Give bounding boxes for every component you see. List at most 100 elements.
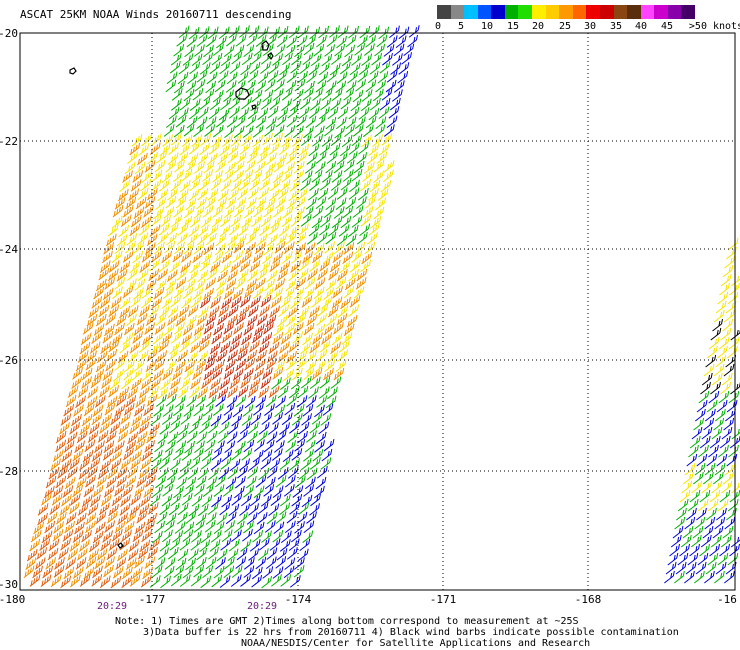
wind-barb	[255, 196, 267, 210]
wind-barb	[167, 349, 178, 362]
wind-barb	[180, 260, 192, 273]
wind-barb	[275, 475, 287, 488]
wind-barb	[700, 381, 711, 395]
wind-barb	[196, 196, 207, 210]
wind-barb	[342, 251, 354, 265]
wind-barb	[153, 206, 165, 220]
wind-barb	[151, 169, 163, 182]
wind-barb	[716, 453, 728, 467]
wind-barb	[318, 386, 330, 399]
wind-barb	[121, 575, 133, 589]
wind-barb	[261, 412, 273, 425]
wind-barb	[146, 430, 157, 444]
wind-barb	[153, 286, 165, 300]
wind-barb	[713, 417, 725, 431]
wind-barb	[33, 521, 45, 535]
wind-barb	[177, 385, 189, 399]
wind-barb	[679, 543, 690, 557]
wind-barb	[340, 215, 352, 229]
wind-barb	[260, 294, 272, 308]
wind-barb	[253, 485, 265, 499]
wind-barb	[216, 512, 228, 526]
chart-title: ASCAT 25KM NOAA Winds 20160711 descendin…	[20, 8, 292, 21]
wind-barb	[259, 178, 271, 191]
wind-barb	[216, 349, 228, 363]
wind-barb	[209, 539, 221, 552]
scale-label: >50 knots	[688, 21, 740, 32]
wind-barb	[140, 215, 152, 228]
wind-barb	[265, 314, 277, 328]
wind-barb	[91, 412, 103, 426]
wind-barb	[372, 134, 383, 147]
wind-barb	[262, 251, 273, 265]
wind-barb	[149, 142, 161, 155]
wind-barb	[92, 530, 104, 544]
wind-barb	[359, 223, 371, 237]
wind-barb	[291, 413, 303, 426]
wind-barb	[304, 242, 316, 255]
wind-barb	[205, 232, 217, 246]
wind-barb	[298, 467, 310, 480]
wind-barb	[73, 404, 84, 417]
wind-barb	[226, 269, 238, 283]
wind-barb	[276, 34, 288, 48]
wind-barb	[276, 152, 288, 166]
wind-barb	[323, 287, 334, 300]
wind-barb	[165, 160, 177, 173]
wind-barb	[158, 223, 170, 236]
wind-barb	[215, 160, 226, 173]
wind-barb	[144, 160, 156, 173]
wind-barb	[102, 530, 113, 543]
wind-barb	[75, 358, 87, 372]
wind-barb	[164, 476, 176, 489]
wind-barb	[721, 480, 733, 494]
wind-barb	[163, 323, 175, 336]
wind-barb	[72, 530, 84, 543]
wind-barb	[211, 215, 223, 228]
wind-barb	[290, 60, 302, 74]
wind-barb	[272, 133, 284, 146]
wind-barb	[281, 98, 292, 111]
wind-barb	[228, 538, 240, 552]
wind-barb	[705, 408, 716, 422]
wind-barb	[165, 79, 177, 93]
wind-barb	[290, 214, 302, 227]
wind-barb	[229, 458, 241, 472]
wind-barb	[289, 421, 300, 434]
wind-barb	[123, 520, 135, 534]
wind-barb	[302, 88, 314, 101]
wind-barb	[153, 404, 165, 417]
lat-lon-grid	[20, 33, 735, 590]
wind-barb	[299, 538, 311, 552]
wind-barb	[247, 106, 259, 120]
wind-barb	[335, 276, 347, 290]
wind-barb	[308, 386, 319, 399]
wind-barb	[157, 232, 169, 245]
wind-barb	[219, 377, 231, 390]
wind-barb	[348, 25, 359, 39]
wind-barb	[700, 534, 712, 548]
wind-barb	[159, 422, 171, 435]
wind-barb	[345, 80, 357, 93]
wind-barb	[252, 134, 264, 148]
wind-barb	[76, 430, 88, 444]
wind-barb	[308, 223, 320, 237]
wind-barb	[689, 543, 700, 557]
wind-barb	[362, 205, 374, 219]
wind-barb	[356, 152, 368, 165]
wind-barb	[286, 70, 298, 84]
wind-barb	[264, 197, 276, 211]
wind-barb	[283, 287, 295, 300]
wind-barb	[729, 282, 740, 296]
wind-barb	[187, 71, 198, 85]
wind-barb	[326, 313, 338, 327]
wind-barb	[260, 376, 272, 389]
wind-barb	[95, 511, 107, 525]
wind-barb	[81, 413, 93, 427]
wind-barb	[320, 215, 331, 228]
wind-barb	[324, 241, 336, 254]
wind-barb	[189, 61, 201, 75]
wind-barb	[297, 70, 308, 84]
wind-barb	[235, 151, 247, 165]
